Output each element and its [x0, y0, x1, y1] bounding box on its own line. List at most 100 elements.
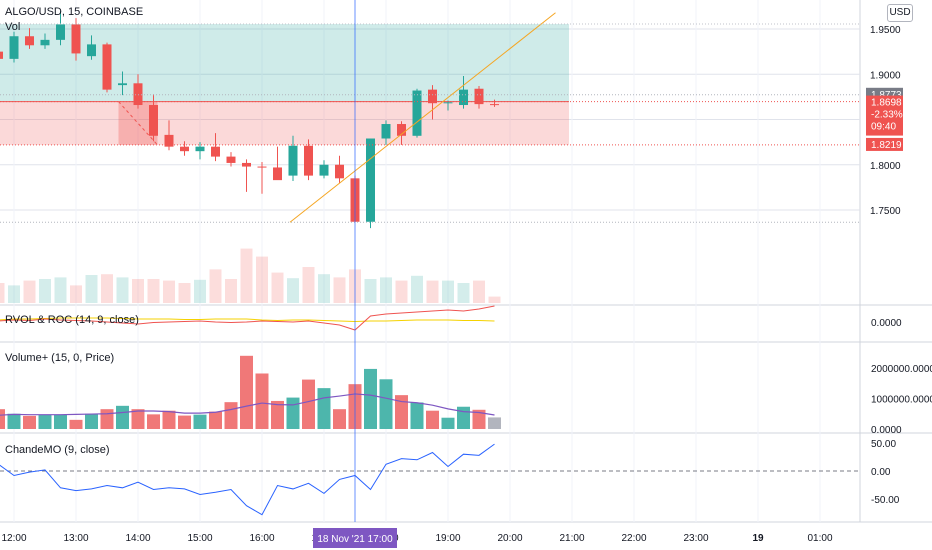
chande-mo-y-tick: 50.00 — [871, 439, 896, 450]
volume-bar — [8, 285, 20, 303]
volume-bar — [488, 296, 501, 303]
candle-body — [428, 89, 437, 104]
y-tick-label: 1.8000 — [870, 161, 901, 172]
volume-plus-bar — [178, 415, 191, 429]
candle-body — [242, 162, 251, 167]
symbol-title: ALGO/USD, 15, COINBASE — [5, 6, 143, 18]
volume-bar — [457, 283, 470, 303]
volume-plus-bar — [209, 411, 222, 429]
candle-body — [366, 138, 375, 222]
volume-plus-bar — [54, 414, 67, 429]
price-marker-bg — [866, 95, 903, 136]
volume-bar — [225, 279, 237, 303]
time-axis[interactable]: 12:0013:0014:0015:0016:0017:0018:0019:00… — [1, 528, 833, 548]
volume-plus-pane[interactable] — [0, 355, 501, 429]
candle-body — [149, 105, 158, 136]
volume-plus-bar — [302, 379, 315, 429]
rvol-roc-pane[interactable] — [0, 305, 495, 331]
candles — [0, 10, 499, 229]
candle-body — [180, 146, 189, 152]
volume-plus-bar — [457, 406, 470, 429]
x-tick-label: 13:00 — [63, 533, 88, 544]
volume-plus-bar — [147, 414, 160, 429]
candle-body — [102, 44, 112, 90]
candle-body — [412, 90, 422, 136]
price-axis[interactable]: 1.95001.90001.85001.80001.75001.87731.86… — [866, 25, 932, 506]
candle-body — [459, 89, 468, 106]
chande-mo-label: ChandeMO (9, close) — [5, 444, 110, 456]
volume-plus-bar — [85, 413, 98, 429]
price-pane[interactable] — [0, 10, 860, 303]
x-tick-label: 12:00 — [1, 533, 26, 544]
volume-plus-bar — [255, 373, 269, 429]
price-marker-label: 09:40 — [871, 122, 896, 133]
volume-plus-bar — [193, 414, 207, 429]
stop-zone — [0, 101, 569, 145]
candle-body — [164, 134, 174, 147]
volume-plus-bar — [224, 402, 238, 429]
candle-body — [211, 146, 220, 157]
price-marker-label: 1.8698 — [871, 98, 902, 109]
volume-plus-bar — [286, 397, 300, 429]
volume-bar — [271, 272, 284, 303]
candle-body — [397, 124, 406, 136]
candle-body — [443, 102, 453, 104]
volume-plus-bar — [488, 417, 501, 429]
volume-plus-y-tick: 1000000.0000 — [871, 395, 932, 406]
volume-ma-line — [0, 393, 495, 416]
volume-bar — [39, 279, 51, 303]
target-zone — [0, 24, 569, 102]
candle-body — [25, 36, 34, 46]
rvol-y-tick: 0.0000 — [871, 318, 902, 329]
currency-button[interactable]: USD — [887, 4, 913, 22]
chande-mo-pane[interactable] — [0, 443, 860, 516]
position-tool[interactable] — [0, 24, 569, 145]
volume-plus-bar — [116, 405, 129, 429]
price-marker-bg — [866, 137, 903, 151]
volume-bar — [442, 280, 454, 303]
chande-mo-y-tick: -50.00 — [871, 495, 900, 506]
candle-body — [40, 39, 50, 46]
volume-plus-bar — [271, 400, 284, 429]
candle-body — [9, 36, 19, 59]
volume-plus-bar — [472, 409, 486, 429]
volume-plus-bar — [240, 355, 253, 429]
volume-bar — [101, 274, 113, 303]
dashed-connector — [118, 101, 158, 146]
volume-bar — [411, 275, 423, 303]
chande-mo-line — [0, 443, 495, 516]
volume-bar — [132, 279, 144, 303]
volume-plus-bar — [162, 410, 176, 429]
volume-plus-bar — [441, 417, 455, 429]
y-tick-label: 1.9000 — [870, 70, 901, 81]
volume-bar — [333, 277, 346, 303]
candle-body — [381, 124, 391, 139]
candle-body — [304, 145, 313, 176]
volume-plus-bar — [317, 388, 331, 429]
rvol-roc-label: RVOL & ROC (14, 9, close) — [5, 314, 139, 326]
x-tick-label: 19 — [752, 533, 764, 544]
volume-bar — [318, 274, 330, 303]
candle-body — [133, 83, 143, 106]
chande-mo-y-tick: 0.00 — [871, 467, 891, 478]
volume-plus-bar — [69, 419, 83, 429]
x-tick-label: 22:00 — [621, 533, 646, 544]
volume-bar — [163, 280, 175, 303]
price-marker-label: -2.33% — [871, 110, 903, 121]
x-tick-label: 21:00 — [559, 533, 584, 544]
x-tick-label: 16:00 — [249, 533, 274, 544]
volume-bar — [194, 279, 206, 303]
volume-bar — [147, 279, 160, 303]
volume-bar — [240, 248, 253, 303]
candle-body — [87, 44, 96, 57]
candle-body — [0, 51, 3, 59]
volume-plus-bar — [426, 410, 439, 429]
volume-bar — [70, 285, 82, 303]
crosshair-time-label: 18 Nov '21 17:00 — [317, 534, 393, 545]
volume-plus-bar — [7, 413, 21, 429]
candle-body — [118, 83, 127, 86]
volume-bar — [23, 280, 36, 303]
volume-plus-bar — [100, 409, 114, 429]
candle-body — [226, 156, 236, 163]
